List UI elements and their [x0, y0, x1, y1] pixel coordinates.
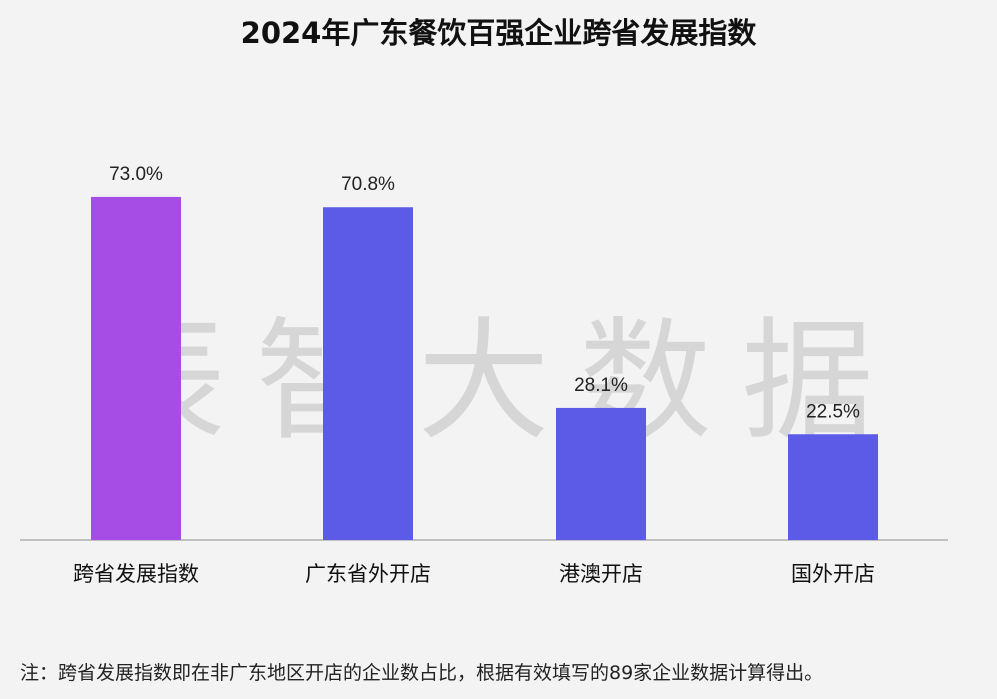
value-label-1: 73.0%	[109, 164, 163, 185]
category-label-1: 跨省发展指数	[73, 562, 199, 586]
category-label-4: 国外开店	[791, 562, 875, 586]
chart-title: 2024年广东餐饮百强企业跨省发展指数	[240, 16, 757, 50]
value-label-4: 22.5%	[806, 401, 860, 422]
bar-2	[323, 207, 413, 541]
footnote: 注：跨省发展指数即在非广东地区开店的企业数占比，根据有效填写的89家企业数据计算…	[20, 662, 824, 684]
value-labels-group: 73.0% 70.8% 28.1% 22.5%	[109, 164, 860, 422]
value-label-2: 70.8%	[341, 174, 395, 195]
value-label-3: 28.1%	[574, 375, 628, 396]
category-label-2: 广东省外开店	[305, 562, 431, 586]
category-label-3: 港澳开店	[559, 562, 643, 586]
bar-3	[556, 407, 646, 540]
bar-1	[91, 196, 181, 540]
bars-group	[91, 196, 878, 541]
category-labels-group: 跨省发展指数 广东省外开店 港澳开店 国外开店	[73, 562, 875, 586]
bar-4	[788, 434, 878, 540]
